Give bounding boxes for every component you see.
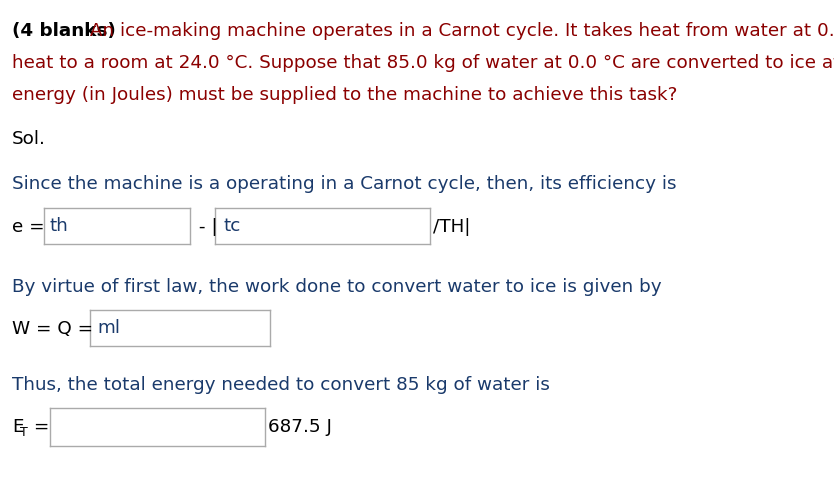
Text: Thus, the total energy needed to convert 85 kg of water is: Thus, the total energy needed to convert… [12, 376, 550, 394]
Text: /TH|: /TH| [433, 218, 470, 236]
Text: th: th [50, 217, 68, 235]
Text: e =: e = [12, 218, 51, 236]
Text: =: = [28, 418, 49, 436]
Text: E: E [12, 418, 23, 436]
Text: W = Q =: W = Q = [12, 320, 99, 338]
Text: T: T [20, 426, 28, 439]
Text: energy (in Joules) must be supplied to the machine to achieve this task?: energy (in Joules) must be supplied to t… [12, 86, 677, 104]
Text: Sol.: Sol. [12, 130, 46, 148]
Text: 687.5 J: 687.5 J [268, 418, 332, 436]
Text: (4 blanks): (4 blanks) [12, 22, 116, 40]
Text: ml: ml [98, 319, 120, 337]
Text: tc: tc [224, 217, 241, 235]
Text: By virtue of first law, the work done to convert water to ice is given by: By virtue of first law, the work done to… [12, 278, 661, 296]
Text: Since the machine is a operating in a Carnot cycle, then, its efficiency is: Since the machine is a operating in a Ca… [12, 175, 676, 193]
Text: heat to a room at 24.0 °C. Suppose that 85.0 kg of water at 0.0 °C are converted: heat to a room at 24.0 °C. Suppose that … [12, 54, 834, 72]
Text: An ice-making machine operates in a Carnot cycle. It takes heat from water at 0.: An ice-making machine operates in a Carn… [84, 22, 834, 40]
Text: - |: - | [193, 218, 218, 236]
